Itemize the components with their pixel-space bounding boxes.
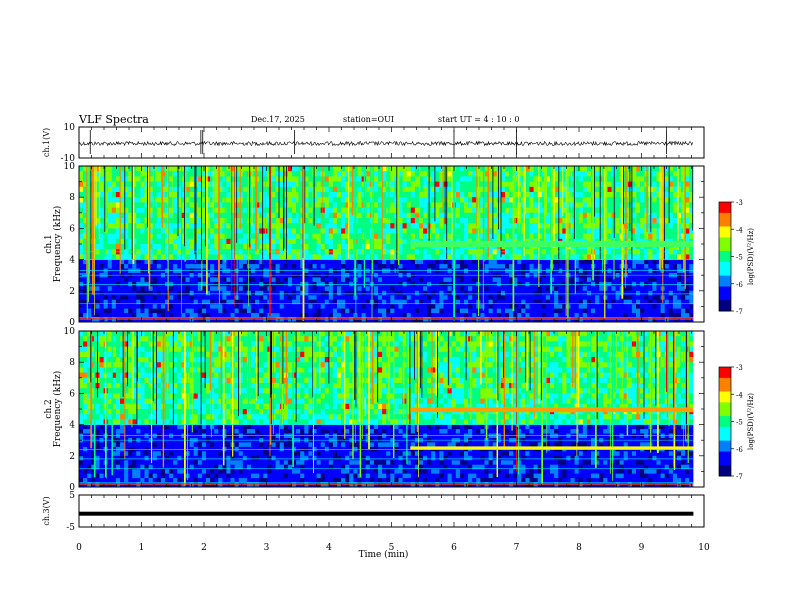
colorbar-tick-label: -7: [736, 308, 743, 316]
colorbar-2: -3 -4 -5 -6 -7 log(PSD)(V²/Hz): [718, 364, 755, 481]
y-axis-label: ch.1: [44, 234, 54, 253]
panel-frame-4: [78, 494, 705, 528]
colorbar-tick-label: -4: [736, 391, 743, 399]
y-tick-label: 10: [64, 162, 76, 172]
x-tick-label: 4: [326, 543, 332, 553]
x-tick-label: 7: [514, 543, 520, 553]
y-tick-label: 4: [69, 256, 75, 266]
y-axis-label: ch.3(V): [42, 496, 51, 525]
figure-title: VLF Spectra: [79, 113, 149, 126]
x-tick-label: 2: [201, 543, 207, 553]
y-axis-3: 0 2 4 6 8 10 ch.2 Frequency (kHz): [44, 327, 704, 493]
x-axis: 0 1 2 3 4 5 6 7 8 9 10 Time (min): [76, 543, 710, 560]
panel-frame-1: [78, 126, 705, 159]
colorbar-label: log(PSD)(V²/Hz): [747, 228, 755, 285]
y-tick-label: 2: [69, 452, 75, 462]
y-tick-label: -5: [66, 523, 75, 533]
y-tick-label: 0: [69, 318, 75, 328]
colorbar-tick-label: -6: [736, 281, 743, 289]
y-tick-label: 5: [69, 491, 75, 501]
ch1-spectrogram: [79, 166, 704, 323]
y-axis-2: 0 2 4 6 8 10 ch.1 Frequency (kHz): [44, 162, 704, 328]
y-tick-label: 8: [69, 193, 75, 203]
y-axis-label: ch.1(V): [42, 128, 51, 157]
y-tick-label: 2: [69, 287, 75, 297]
x-tick-label: 5: [389, 543, 395, 553]
y-axis-4: 5 -5 ch.3(V): [42, 491, 75, 533]
colorbar-tick-label: -3: [736, 199, 743, 207]
y-tick-label: 10: [64, 327, 76, 337]
colorbar-1: -3 -4 -5 -6 -7 log(PSD)(V²/Hz): [718, 199, 755, 316]
y-axis-label: Frequency (kHz): [52, 371, 63, 448]
colorbar-tick-label: -6: [736, 446, 743, 454]
x-tick-label: 1: [139, 543, 145, 553]
x-axis-label: Time (min): [359, 549, 409, 560]
y-tick-label: 10: [64, 123, 76, 133]
y-tick-label: 6: [69, 389, 75, 399]
x-tick-label: 9: [639, 543, 645, 553]
x-tick-label: 10: [698, 543, 710, 553]
y-tick-label: 0: [69, 483, 75, 493]
ch1-waveform-trace: [78, 130, 693, 154]
x-tick-label: 0: [76, 543, 82, 553]
y-tick-label: 6: [69, 224, 75, 234]
colorbar-tick-label: -4: [736, 226, 743, 234]
colorbar-tick-label: -5: [736, 254, 743, 262]
colorbar-tick-label: -3: [736, 364, 743, 372]
y-axis-1: 10 -10 ch.1(V): [42, 123, 75, 164]
y-axis-label: Frequency (kHz): [52, 206, 63, 283]
station-label: station=OUI: [343, 115, 394, 124]
ch3-waveform-trace: [79, 511, 694, 516]
y-tick-label: 4: [69, 421, 75, 431]
y-tick-label: 8: [69, 358, 75, 368]
colorbar-label: log(PSD)(V²/Hz): [747, 393, 755, 450]
date-label: Dec.17, 2025: [251, 115, 305, 124]
colorbar-tick-label: -7: [736, 473, 743, 481]
x-tick-label: 6: [451, 543, 457, 553]
x-tick-label: 3: [264, 543, 270, 553]
ch2-spectrogram: [79, 331, 704, 488]
colorbar-tick-label: -5: [736, 419, 743, 427]
x-tick-label: 8: [576, 543, 582, 553]
y-axis-label: ch.2: [44, 399, 54, 418]
y-tick-label: -10: [61, 154, 76, 164]
start-time-label: start UT = 4 : 10 : 0: [438, 115, 520, 124]
